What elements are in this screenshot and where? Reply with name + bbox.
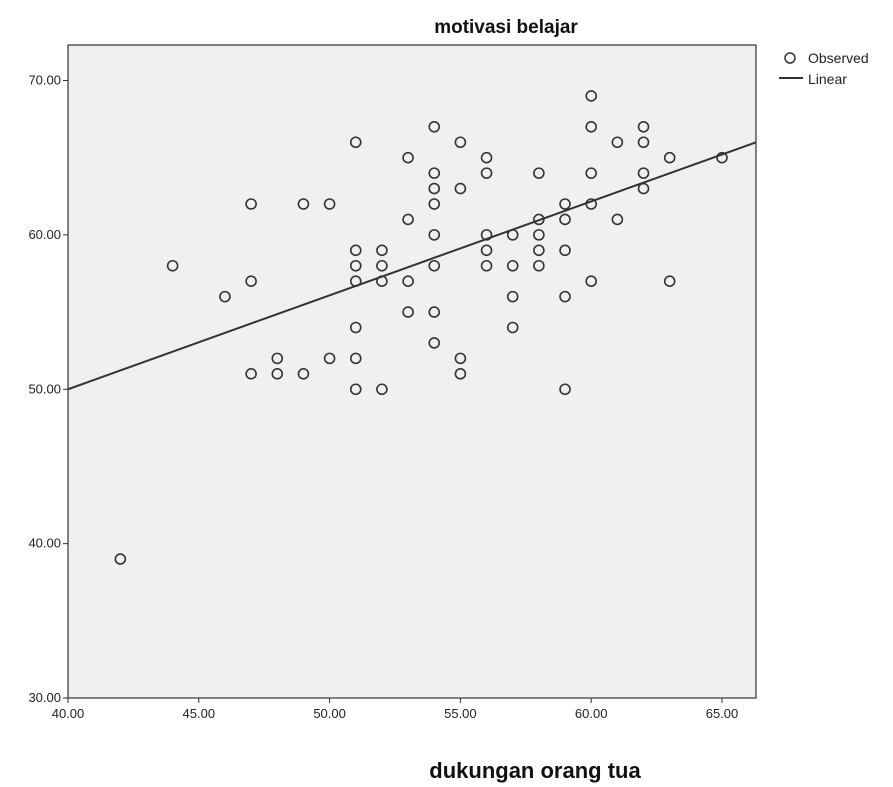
x-tick-label: 45.00 [183,706,216,721]
data-point [454,182,467,195]
data-point [533,213,545,226]
plot-area [67,44,757,699]
data-point [219,290,231,303]
data-point [166,259,179,272]
data-point [559,213,571,226]
y-tick-label: 60.00 [28,227,61,242]
data-point [663,151,676,164]
data-point [297,198,310,210]
data-point [480,244,493,257]
data-point [349,275,362,287]
data-point [533,259,545,272]
data-point [663,275,676,287]
data-point [506,290,519,303]
data-point [428,259,441,272]
data-point [428,229,441,241]
data-points [114,90,728,565]
data-point [349,352,362,365]
data-point [428,198,441,210]
legend-observed-marker [784,52,796,64]
data-point [349,244,362,257]
data-point [533,229,545,241]
data-point [533,167,545,179]
data-point [637,182,650,195]
data-point [349,259,362,272]
x-tick-label: 40.00 [52,706,85,721]
legend-observed-label: Observed [808,50,869,66]
data-point [585,275,597,287]
data-point [323,352,336,365]
x-axis-label: dukungan orang tua [429,758,641,783]
data-point [271,368,284,380]
data-point [480,151,493,164]
data-point [480,167,493,179]
data-point [506,229,519,241]
x-tick-label: 60.00 [575,706,608,721]
data-point [716,151,728,164]
data-point [611,213,624,226]
x-tick-label: 50.00 [313,706,346,721]
data-point [506,321,519,334]
data-point [585,167,597,179]
y-tick-label: 50.00 [28,381,61,396]
chart-title: motivasi belajar [434,17,578,38]
data-point [376,383,388,396]
data-point [480,259,493,272]
data-point [480,229,493,241]
data-point [349,321,362,334]
data-point [533,244,545,257]
data-point [585,121,597,133]
data-point [559,383,571,396]
data-point [454,368,467,380]
data-point [559,198,571,210]
data-point [428,182,441,195]
legend: Observed Linear [779,50,869,87]
data-point [349,383,362,396]
data-point [585,90,597,102]
data-point [428,167,441,179]
data-point [637,136,650,149]
data-point [637,121,650,133]
axis-ticks: 40.00 45.00 50.00 55.00 60.00 65.0030.0040.00… [28,73,738,721]
data-point [428,337,441,349]
data-point [402,275,414,287]
data-point [349,136,362,149]
data-point [114,553,127,565]
x-tick-label: 65.00 [706,706,739,721]
data-point [245,198,257,210]
x-tick-label: 55.00 [444,706,477,721]
data-point [297,368,310,380]
data-point [376,275,388,287]
data-point [611,136,624,149]
data-point [454,352,467,365]
data-point [245,368,257,380]
y-tick-label: 70.00 [28,73,61,88]
data-point [428,306,441,318]
y-tick-label: 40.00 [28,536,61,551]
data-point [428,121,441,133]
y-tick-label: 30.00 [28,690,61,705]
data-point [376,259,388,272]
data-point [402,151,414,164]
data-point [402,213,414,226]
legend-linear-label: Linear [808,71,847,87]
data-point [245,275,257,287]
data-point [637,167,650,179]
data-point [506,259,519,272]
data-point [323,198,336,210]
data-point [402,306,414,318]
data-point [559,244,571,257]
data-point [271,352,284,365]
data-point [376,244,388,257]
data-point [585,198,597,210]
data-point [454,136,467,149]
data-point [559,290,571,303]
